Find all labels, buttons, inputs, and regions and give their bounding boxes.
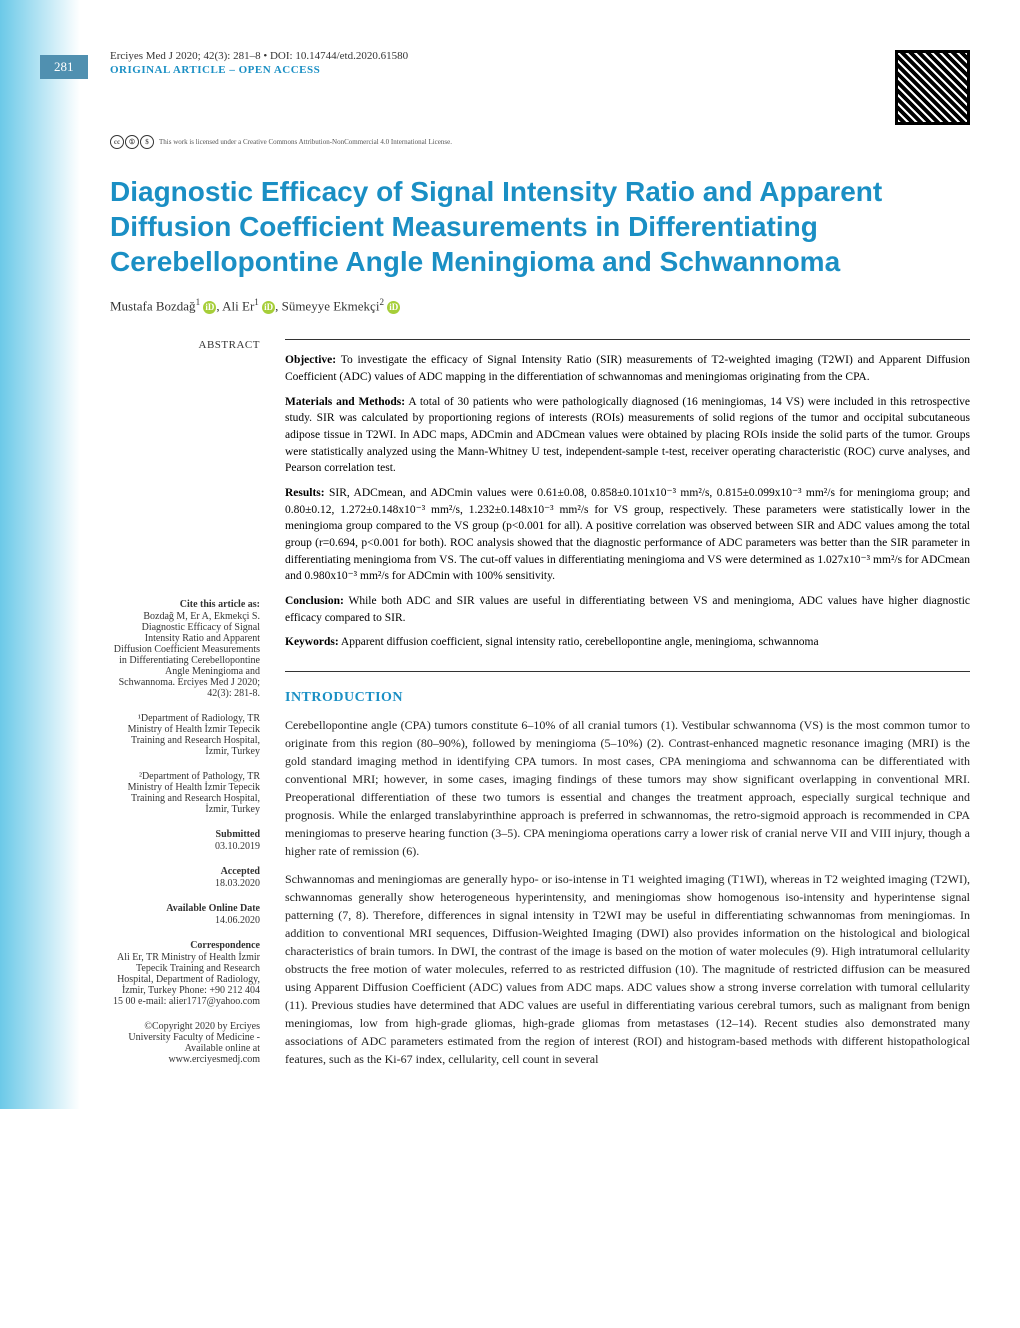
- intro-paragraph-1: Cerebellopontine angle (CPA) tumors cons…: [285, 716, 970, 860]
- accepted-heading: Accepted: [110, 866, 260, 877]
- abstract-keywords: Keywords: Apparent diffusion coefficient…: [285, 634, 970, 651]
- methods-label: Materials and Methods:: [285, 396, 405, 408]
- citation-line: Erciyes Med J 2020; 42(3): 281–8 • DOI: …: [110, 50, 408, 62]
- author-1: Mustafa Bozdağ: [110, 298, 196, 313]
- correspondence-text: Ali Er, TR Ministry of Health İzmir Tepe…: [110, 952, 260, 1007]
- cc-license-text: This work is licensed under a Creative C…: [159, 138, 452, 146]
- copyright-text: ©Copyright 2020 by Erciyes University Fa…: [110, 1021, 260, 1065]
- abstract-label: ABSTRACT: [110, 339, 260, 351]
- cc-icon: cc: [110, 135, 124, 149]
- abstract-box: Objective: To investigate the efficacy o…: [285, 339, 970, 672]
- online-heading: Available Online Date: [110, 903, 260, 914]
- abstract-objective: Objective: To investigate the efficacy o…: [285, 352, 970, 385]
- cite-block: Cite this article as: Bozdağ M, Er A, Ek…: [110, 599, 260, 699]
- authors-line: Mustafa Bozdağ1 iD, Ali Er1 iD, Sümeyye …: [110, 297, 970, 314]
- submitted-date: 03.10.2019: [110, 841, 260, 852]
- keywords-label: Keywords:: [285, 636, 339, 648]
- abstract-conclusion: Conclusion: While both ADC and SIR value…: [285, 593, 970, 626]
- author-1-affil: 1: [196, 297, 201, 307]
- conclusion-label: Conclusion:: [285, 595, 344, 607]
- nc-icon: $: [140, 135, 154, 149]
- content-row: ABSTRACT Cite this article as: Bozdağ M,…: [110, 339, 970, 1079]
- cc-icon-group: cc ① $: [110, 135, 154, 149]
- affiliation-2: ²Department of Pathology, TR Ministry of…: [110, 771, 260, 815]
- conclusion-text: While both ADC and SIR values are useful…: [285, 595, 970, 624]
- article-title: Diagnostic Efficacy of Signal Intensity …: [110, 174, 970, 279]
- header-row: Erciyes Med J 2020; 42(3): 281–8 • DOI: …: [110, 50, 970, 125]
- page-number-badge: 281: [40, 55, 88, 79]
- submitted-block: Submitted 03.10.2019: [110, 829, 260, 852]
- results-text: SIR, ADCmean, and ADCmin values were 0.6…: [285, 487, 970, 582]
- cite-text: Bozdağ M, Er A, Ekmekçi S. Diagnostic Ef…: [110, 611, 260, 699]
- by-icon: ①: [125, 135, 139, 149]
- keywords-text: Apparent diffusion coefficient, signal i…: [339, 636, 819, 648]
- abstract-results: Results: SIR, ADCmean, and ADCmin values…: [285, 485, 970, 585]
- results-label: Results:: [285, 487, 325, 499]
- introduction-heading: INTRODUCTION: [285, 690, 970, 706]
- correspondence-heading: Correspondence: [110, 940, 260, 951]
- abstract-methods: Materials and Methods: A total of 30 pat…: [285, 394, 970, 477]
- author-2-affil: 1: [254, 297, 259, 307]
- cc-license-row: cc ① $ This work is licensed under a Cre…: [110, 135, 970, 149]
- author-3-affil: 2: [379, 297, 384, 307]
- author-2: Ali Er: [222, 298, 254, 313]
- qr-code-icon: [895, 50, 970, 125]
- article-body: Objective: To investigate the efficacy o…: [285, 339, 970, 1079]
- affiliation-1: ¹Department of Radiology, TR Ministry of…: [110, 713, 260, 757]
- objective-label: Objective:: [285, 354, 336, 366]
- orcid-icon[interactable]: iD: [387, 301, 400, 314]
- intro-paragraph-2: Schwannomas and meningiomas are generall…: [285, 870, 970, 1068]
- online-block: Available Online Date 14.06.2020: [110, 903, 260, 926]
- accepted-block: Accepted 18.03.2020: [110, 866, 260, 889]
- author-3: Sümeyye Ekmekçi: [282, 298, 380, 313]
- online-date: 14.06.2020: [110, 915, 260, 926]
- main-content: Erciyes Med J 2020; 42(3): 281–8 • DOI: …: [80, 0, 1020, 1109]
- cite-heading: Cite this article as:: [110, 599, 260, 610]
- page-container: 281 Erciyes Med J 2020; 42(3): 281–8 • D…: [0, 0, 1020, 1109]
- introduction-body: Cerebellopontine angle (CPA) tumors cons…: [285, 716, 970, 1068]
- orcid-icon[interactable]: iD: [203, 301, 216, 314]
- header-meta: Erciyes Med J 2020; 42(3): 281–8 • DOI: …: [110, 50, 408, 76]
- left-sidebar: ABSTRACT Cite this article as: Bozdağ M,…: [110, 339, 260, 1079]
- left-gradient-bar: 281: [0, 0, 80, 1109]
- objective-text: To investigate the efficacy of Signal In…: [285, 354, 970, 383]
- orcid-icon[interactable]: iD: [262, 301, 275, 314]
- correspondence-block: Correspondence Ali Er, TR Ministry of He…: [110, 940, 260, 1007]
- accepted-date: 18.03.2020: [110, 878, 260, 889]
- submitted-heading: Submitted: [110, 829, 260, 840]
- article-type: ORIGINAL ARTICLE – OPEN ACCESS: [110, 64, 408, 76]
